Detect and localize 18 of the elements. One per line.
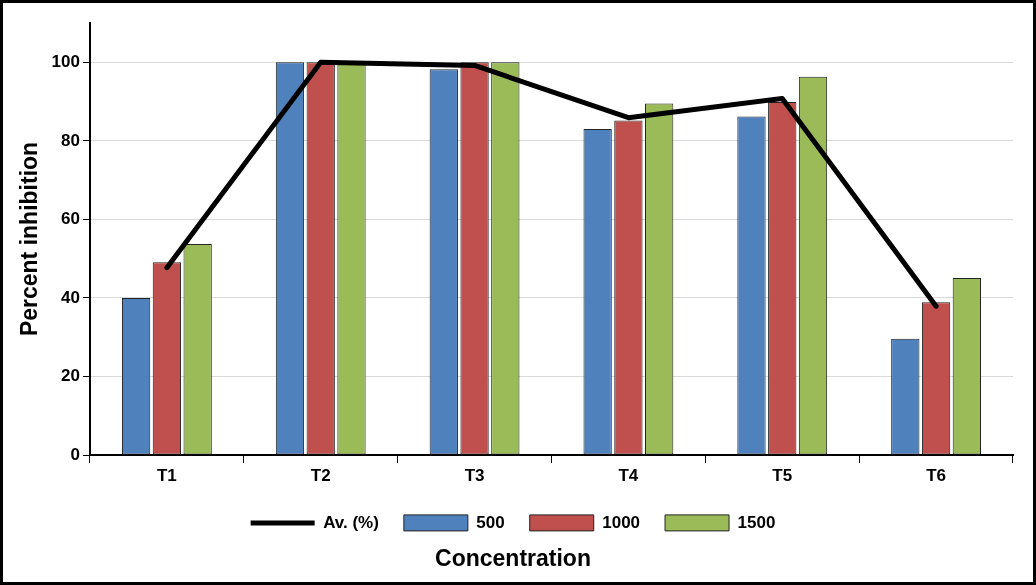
x-tick-label: T1 <box>156 465 177 485</box>
legend-label: 500 <box>476 512 505 532</box>
x-tick-label: T4 <box>618 465 639 485</box>
x-tick-label: T6 <box>926 465 946 485</box>
x-tick-label: T3 <box>464 465 485 485</box>
y-tick-label: 60 <box>61 209 80 229</box>
y-tick-label: 0 <box>70 444 80 464</box>
y-tick-label: 80 <box>61 130 80 150</box>
legend-label: 1500 <box>737 512 776 532</box>
x-tick-label: T5 <box>772 465 793 485</box>
x-tick-label: T2 <box>310 465 331 485</box>
legend-label: Av. (%) <box>323 512 379 532</box>
legend-label: 1000 <box>602 512 641 532</box>
y-tick-label: 100 <box>51 51 80 71</box>
y-tick-label: 20 <box>61 366 80 386</box>
y-tick-label: 40 <box>61 287 80 307</box>
y-axis-title: Percent inhibition <box>16 141 43 337</box>
x-axis-title: Concentration <box>435 544 591 571</box>
